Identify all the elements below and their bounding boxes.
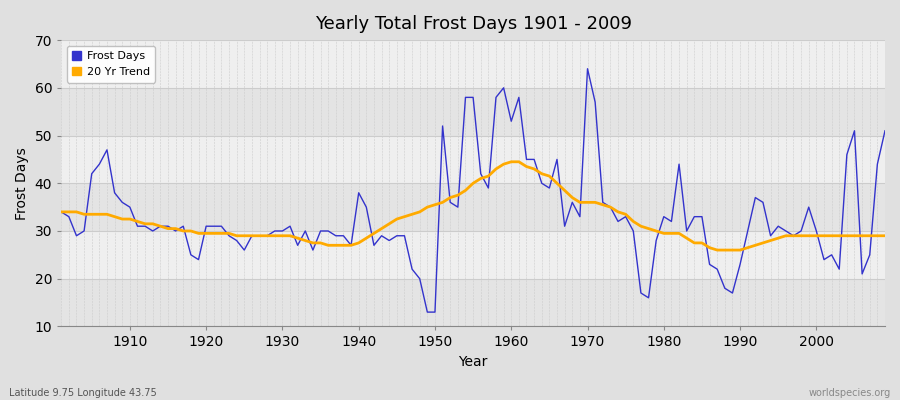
Y-axis label: Frost Days: Frost Days <box>15 147 29 220</box>
Line: 20 Yr Trend: 20 Yr Trend <box>61 162 885 250</box>
Title: Yearly Total Frost Days 1901 - 2009: Yearly Total Frost Days 1901 - 2009 <box>315 15 632 33</box>
Frost Days <box>56 210 67 214</box>
20 Yr Trend <box>284 233 295 238</box>
X-axis label: Year: Year <box>458 355 488 369</box>
Frost Days <box>506 119 517 124</box>
20 Yr Trend <box>879 233 890 238</box>
Frost Days <box>879 128 890 133</box>
Bar <box>61 183 885 231</box>
20 Yr Trend <box>56 210 67 214</box>
20 Yr Trend <box>514 159 525 164</box>
Text: worldspecies.org: worldspecies.org <box>809 388 891 398</box>
20 Yr Trend <box>117 217 128 222</box>
20 Yr Trend <box>499 162 509 166</box>
Frost Days <box>330 233 341 238</box>
Bar <box>61 40 885 88</box>
Bar <box>61 279 885 326</box>
Line: Frost Days: Frost Days <box>61 69 885 312</box>
Frost Days <box>613 219 624 224</box>
Frost Days <box>117 200 128 205</box>
Text: Latitude 9.75 Longitude 43.75: Latitude 9.75 Longitude 43.75 <box>9 388 157 398</box>
Frost Days <box>284 224 295 229</box>
20 Yr Trend <box>506 159 517 164</box>
20 Yr Trend <box>330 243 341 248</box>
20 Yr Trend <box>712 248 723 252</box>
Bar <box>61 231 885 279</box>
20 Yr Trend <box>605 205 616 210</box>
Frost Days <box>514 95 525 100</box>
Bar <box>61 88 885 136</box>
Legend: Frost Days, 20 Yr Trend: Frost Days, 20 Yr Trend <box>67 46 156 82</box>
Bar <box>61 136 885 183</box>
Frost Days <box>422 310 433 314</box>
Frost Days <box>582 66 593 71</box>
